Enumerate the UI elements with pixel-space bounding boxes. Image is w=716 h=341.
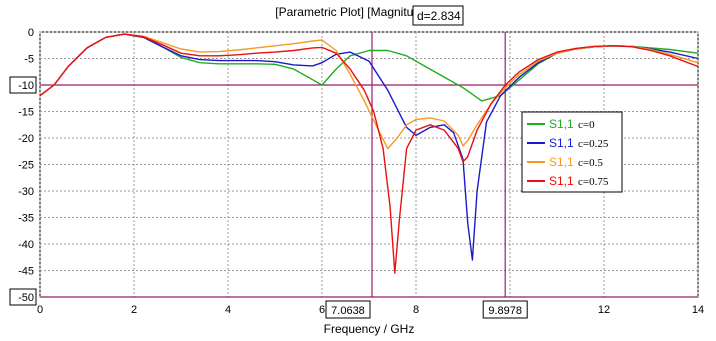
- legend-param: c=0.25: [578, 138, 609, 150]
- y-tick-label: -50: [18, 292, 34, 304]
- y-tick-label: -5: [24, 54, 34, 66]
- legend-label: S1,1: [549, 136, 574, 150]
- x-tick-label: 2: [131, 304, 137, 316]
- y-tick-label: -45: [18, 266, 34, 278]
- x-tick-label: 0: [37, 304, 43, 316]
- legend-param: c=0.5: [578, 157, 603, 169]
- legend-param: c=0: [578, 119, 595, 131]
- delta-marker-box[interactable]: d=2.834: [412, 5, 464, 26]
- y-tick-label: -20: [18, 133, 34, 145]
- delta-label: d=2.834: [417, 9, 461, 23]
- series-lines: [39, 33, 699, 274]
- x-ticks: 0 2 4 6 8 12 14 7.0638 9.8978: [37, 300, 704, 319]
- x-tick-label: 12: [598, 304, 610, 316]
- legend: S1,1 c=0 S1,1 c=0.25 S1,1 c=0.5 S1,1 c=0.75: [521, 111, 623, 193]
- legend-label: S1,1: [549, 174, 574, 188]
- y-tick-label: -15: [18, 107, 34, 119]
- x-marker-label: 9.8978: [488, 305, 522, 317]
- x-tick-label: 6: [319, 304, 325, 316]
- x-marker-box: [325, 300, 371, 319]
- x-marker-box: [482, 300, 528, 319]
- y-tick-label: 0: [28, 27, 34, 39]
- y-tick-label: -40: [18, 239, 34, 251]
- y-marker-box: [9, 288, 37, 306]
- y-ticks: 0 -5 -10 -15 -20 -25 -30 -35 -40 -45 -50: [9, 27, 37, 306]
- y-tick-label: -10: [18, 80, 34, 92]
- x-marker-label: 7.0638: [331, 305, 365, 317]
- y-marker-box: [9, 76, 37, 94]
- legend-label: S1,1: [549, 155, 574, 169]
- series-line: [39, 33, 699, 274]
- x-tick-label: 4: [225, 304, 231, 316]
- x-tick-label: 8: [413, 304, 419, 316]
- marker-lines: [40, 32, 698, 298]
- series-line: [39, 33, 699, 150]
- y-tick-label: -25: [18, 160, 34, 172]
- legend-label: S1,1: [549, 117, 574, 131]
- x-axis-title: Frequency / GHz: [324, 322, 415, 336]
- y-tick-label: -35: [18, 213, 34, 225]
- legend-param: c=0.75: [578, 176, 609, 188]
- x-tick-label: 14: [692, 304, 704, 316]
- y-tick-label: -30: [18, 186, 34, 198]
